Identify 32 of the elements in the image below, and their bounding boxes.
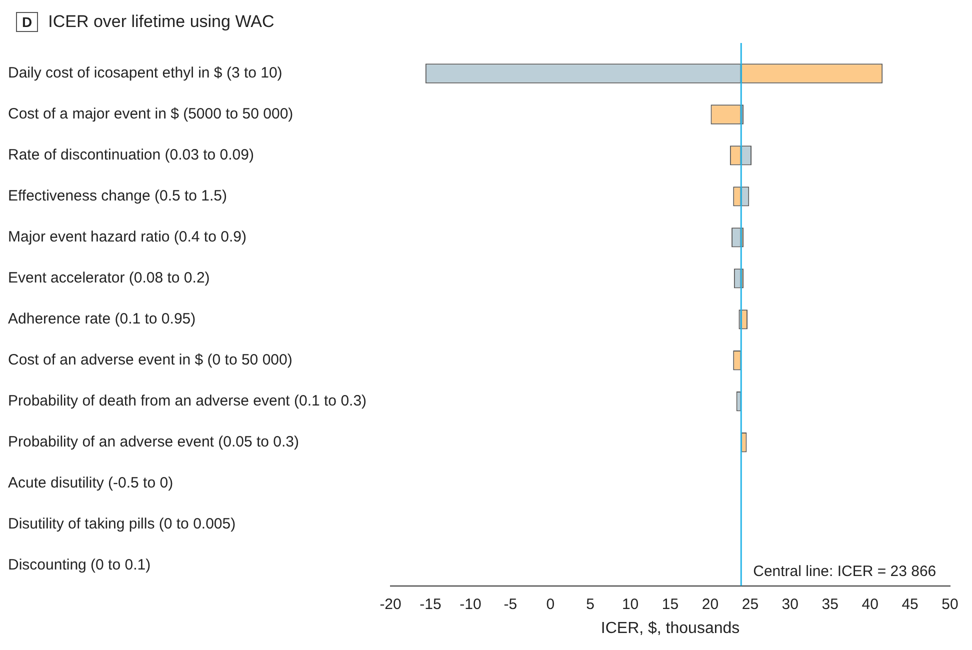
y-tick-label: Discounting (0 to 0.1)	[8, 556, 151, 574]
y-tick-label: Major event hazard ratio (0.4 to 0.9)	[8, 228, 246, 246]
x-tick-label: 15	[662, 596, 679, 613]
y-tick-label: Probability of an adverse event (0.05 to 0.3)	[8, 433, 300, 450]
y-tick-label: Cost of a major event in $ (5000 to 50 000)	[8, 106, 294, 123]
text: ICER over lifetime using WAC	[48, 12, 274, 32]
x-tick-label: -10	[460, 596, 482, 613]
x-axis-title: ICER, $, thousands	[600, 620, 740, 637]
x-tick-label: 10	[622, 596, 639, 613]
x-tick-label: 35	[822, 596, 838, 613]
x-tick-label: 30	[782, 596, 798, 613]
y-tick-label: Acute disutility (-0.5 to 0)	[8, 474, 174, 492]
x-tick-label: 5	[586, 596, 595, 613]
y-tick-label: Disutility of taking pills (0 to 0.005)	[8, 515, 236, 532]
x-tick-label: 40	[862, 596, 878, 613]
y-tick-label: Adherence rate (0.1 to 0.95)	[8, 310, 196, 328]
x-tick-label: 45	[902, 596, 918, 613]
x-tick-label: 50	[942, 596, 958, 613]
ref-line-label: Central line: ICER = 23 866	[753, 562, 936, 580]
y-tick-label: Daily cost of icosapent ethyl in $ (3 to 10)	[8, 64, 282, 82]
x-tick-label: -5	[504, 596, 518, 613]
x-tick-label: 25	[742, 596, 759, 613]
y-tick-label: Event accelerator (0.08 to 0.2)	[8, 270, 210, 287]
y-tick-label: Probability of death from an adverse event (0.1 to 0.3)	[8, 392, 367, 410]
x-tick-label: -20	[380, 596, 402, 613]
x-tick-label: -15	[420, 596, 442, 613]
y-tick-label: Effectiveness change (0.5 to 1.5)	[8, 188, 228, 205]
x-tick-label: 20	[702, 596, 719, 613]
x-tick-label: 0	[546, 596, 555, 613]
text: D	[16, 12, 38, 32]
y-tick-label: Cost of an adverse event in $ (0 to 50 000)	[8, 352, 292, 369]
y-tick-label: Rate of discontinuation (0.03 to 0.09)	[8, 146, 254, 164]
